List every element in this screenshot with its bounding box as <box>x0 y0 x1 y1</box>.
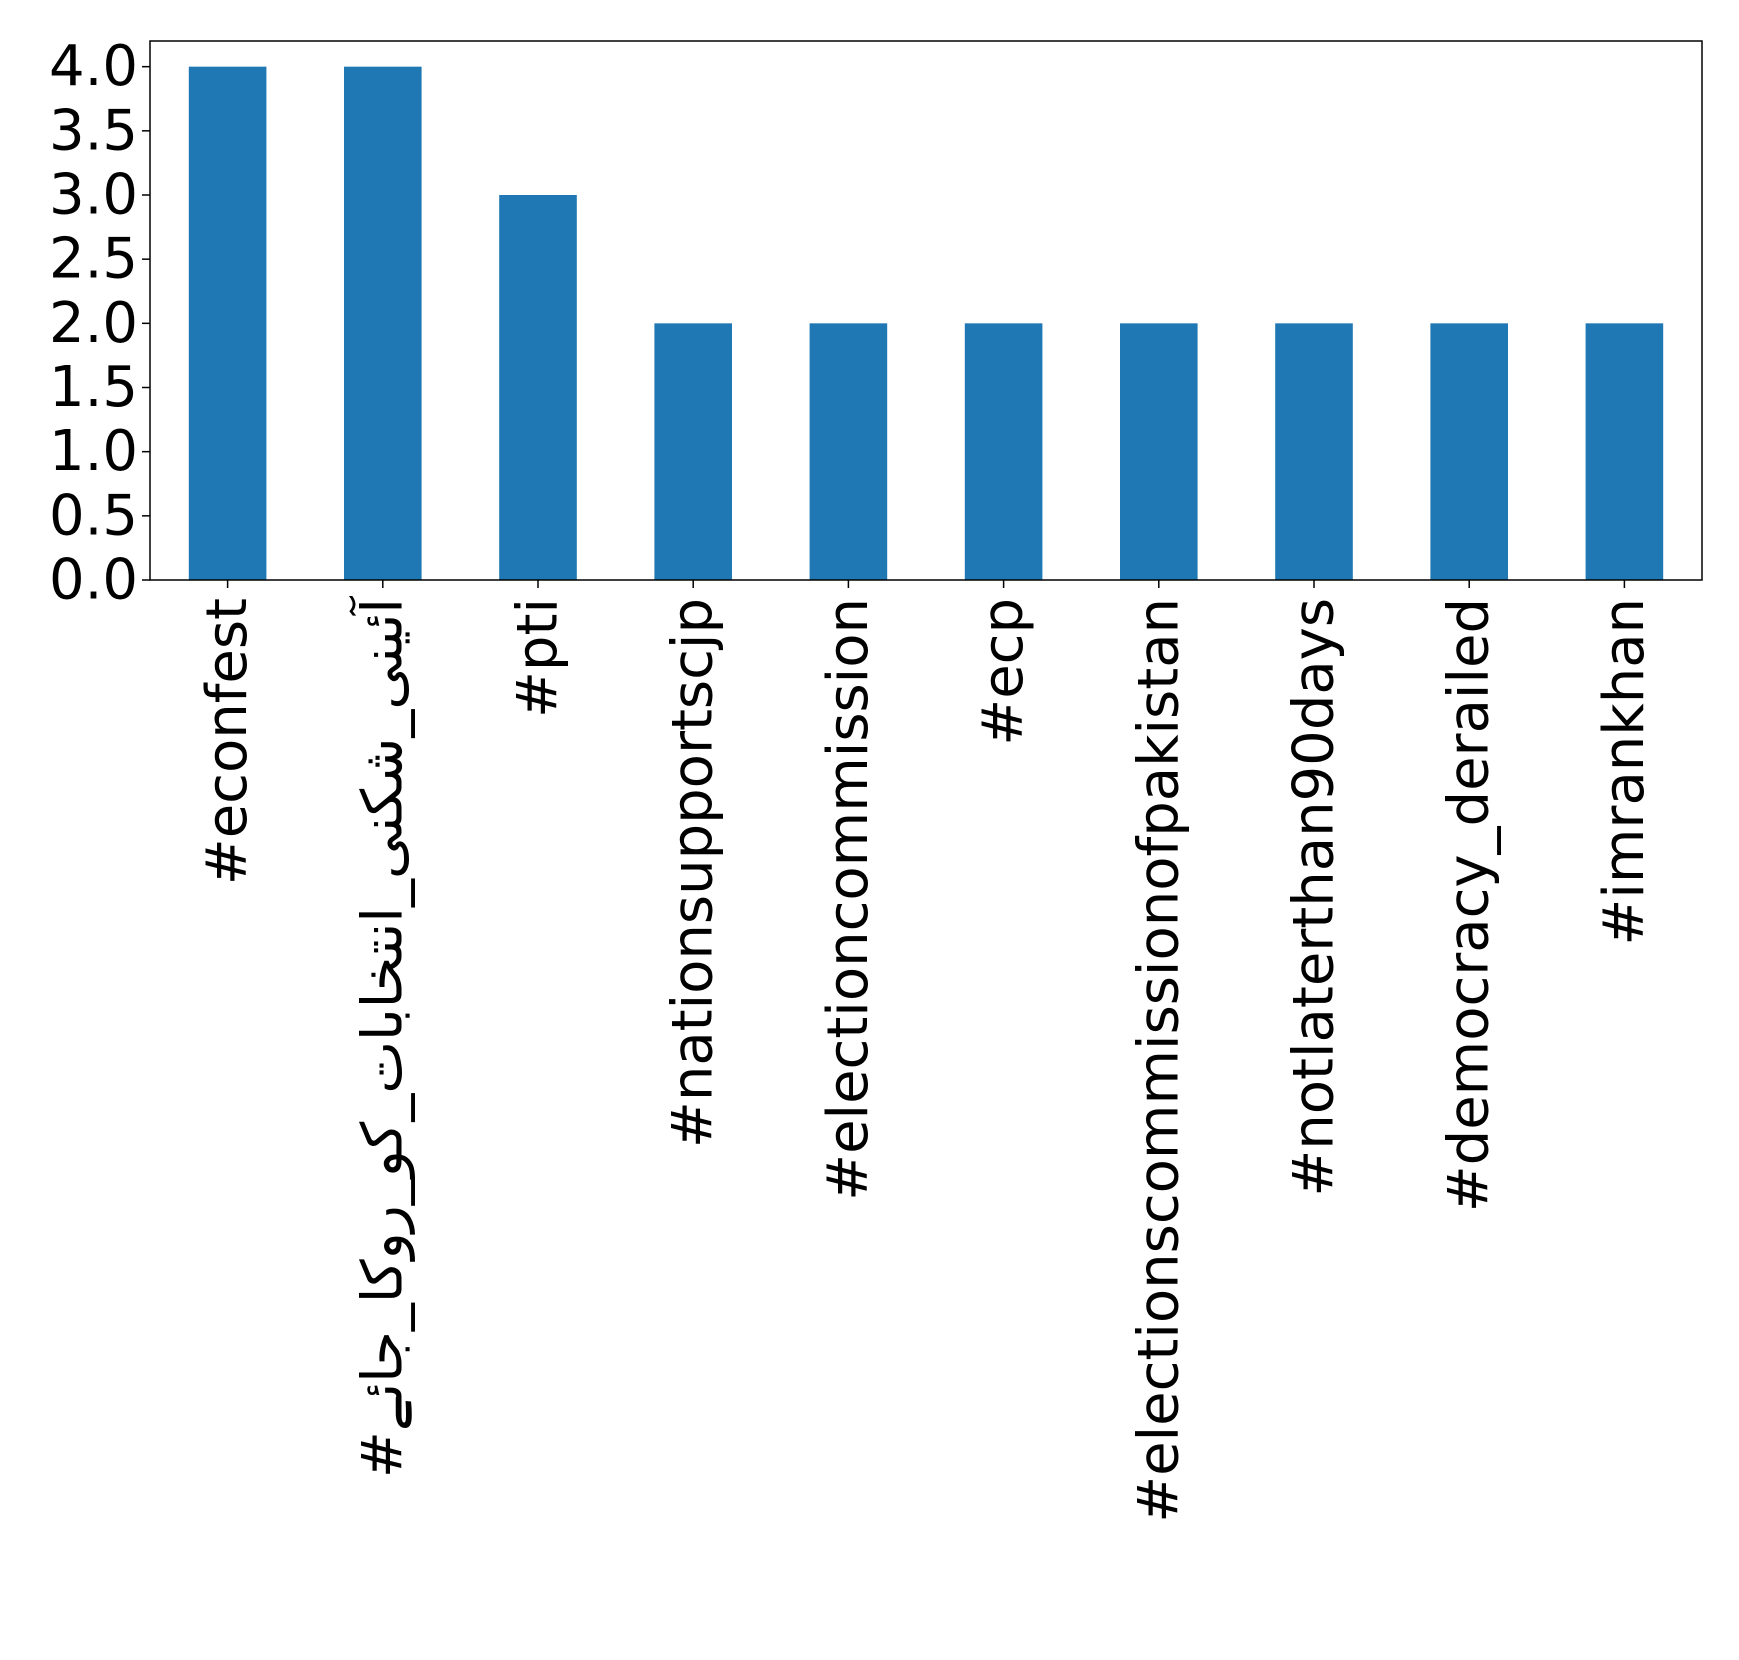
x-tick-label: #nationsupportscjp <box>661 598 726 1148</box>
x-tick-label: #econfest <box>195 598 260 885</box>
y-tick-label: 2.0 <box>49 291 138 356</box>
y-tick-label: 3.5 <box>49 98 138 163</box>
x-tick-label: #electionscommissionofpakistan <box>1126 598 1191 1523</box>
bar <box>1585 323 1664 580</box>
y-tick-label: 2.5 <box>49 227 138 292</box>
y-tick-label: 4.0 <box>49 34 138 99</box>
y-tick-label: 0.0 <box>49 548 138 613</box>
x-tick-label: #آئینی_شکنی_انتخابات_کو_روکا_جائے <box>348 596 415 1479</box>
x-tick-label: #pti <box>506 598 571 718</box>
plot-frame <box>149 40 1703 581</box>
x-axis: #econfest #آئینی_شکنی_انتخابات_کو_روکا_جا… <box>195 580 1657 1523</box>
x-tick-label: #electioncommission <box>816 598 881 1201</box>
bar <box>188 66 267 580</box>
x-tick-label: #imrankhan <box>1592 598 1657 946</box>
y-tick-label: 3.0 <box>49 163 138 228</box>
x-tick-label: #notlaterthan90days <box>1282 598 1347 1197</box>
bar <box>344 66 422 580</box>
y-axis: 0.00.51.01.52.02.53.03.54.0 <box>49 34 150 613</box>
bar <box>499 195 577 580</box>
bar <box>809 323 888 580</box>
y-tick-label: 0.5 <box>49 483 138 548</box>
bar <box>654 323 732 580</box>
bar <box>964 323 1043 580</box>
bar <box>1275 323 1353 580</box>
y-tick-label: 1.5 <box>49 355 138 420</box>
bar <box>1430 323 1508 580</box>
y-tick-label: 1.0 <box>49 419 138 484</box>
x-tick-label: #democracy_derailed <box>1437 598 1502 1212</box>
x-tick-label: #ecp <box>971 598 1036 746</box>
bars-group <box>188 66 1664 580</box>
bar <box>1120 323 1198 580</box>
